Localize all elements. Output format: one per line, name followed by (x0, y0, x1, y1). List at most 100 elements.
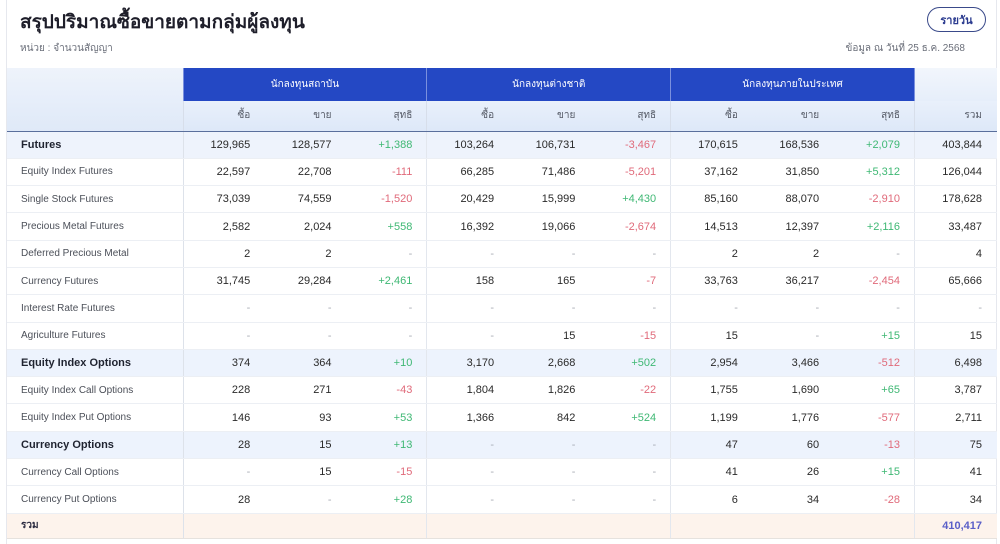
cell-local-buy: 6 (670, 485, 752, 514)
summary-empty-cell (589, 513, 671, 539)
cell-foreign-buy: 16,392 (426, 212, 509, 241)
table-row: Agriculture Futures - - - -15 -15 15- +15 15 (7, 322, 997, 350)
cell-institutional-net: +10 (345, 349, 427, 378)
cell-total: 41 (913, 458, 997, 487)
cell-foreign-buy: - (426, 458, 509, 487)
col-local-buy: ซื้อ (670, 101, 752, 132)
cell-foreign-net: -22 (589, 376, 671, 405)
summary-row: รวม 410,417 (7, 513, 997, 539)
cell-local-sell: 12,397 (751, 212, 834, 241)
cell-foreign-buy: - (426, 240, 509, 268)
cell-institutional-net: +1,388 (345, 131, 427, 159)
cell-local-sell: 36,217 (751, 267, 834, 296)
cell-local-net: +15 (833, 322, 915, 350)
cell-foreign-sell: 2,668 (508, 349, 590, 378)
col-foreign-net: สุทธิ (589, 101, 671, 132)
cell-foreign-sell: - (508, 431, 590, 460)
summary-label: รวม (7, 513, 184, 539)
cell-foreign-buy: 158 (426, 267, 509, 296)
cell-local-net: - (833, 294, 915, 323)
cell-institutional-sell: 15 (264, 458, 346, 487)
cell-institutional-net: - (345, 322, 427, 350)
cell-local-net: +65 (833, 376, 915, 405)
group-header-institutional: นักลงทุนสถาบัน (182, 68, 428, 101)
cell-institutional-sell: 15 (264, 431, 346, 460)
cell-local-sell: 2 (751, 240, 834, 268)
cell-institutional-net: -15 (345, 458, 427, 487)
cell-foreign-buy: - (426, 322, 509, 350)
cell-local-buy: 33,763 (670, 267, 752, 296)
cell-total: 65,666 (913, 267, 997, 296)
cell-institutional-sell: 2 (264, 240, 346, 268)
cell-foreign-sell: 1,826 (508, 376, 590, 405)
col-foreign-sell: ขาย (508, 101, 590, 132)
cell-foreign-buy: 1,366 (426, 403, 509, 432)
cell-local-buy: 15 (670, 322, 752, 350)
cell-local-sell: 1,776 (751, 403, 834, 432)
summary-empty-cell (264, 513, 346, 539)
cell-institutional-net: - (345, 294, 427, 323)
cell-foreign-net: - (589, 431, 671, 460)
cell-institutional-buy: 31,745 (182, 267, 265, 296)
cell-foreign-net: -15 (589, 322, 671, 350)
cell-foreign-net: - (589, 294, 671, 323)
cell-local-sell: 34 (751, 485, 834, 514)
row-label: Futures (7, 131, 184, 159)
cell-total: 4 (913, 240, 997, 268)
row-label: Currency Call Options (7, 458, 184, 487)
cell-institutional-buy: 129,965 (182, 131, 265, 159)
as-of-date: ข้อมูล ณ วันที่ 25 ธ.ค. 2568 (845, 43, 966, 54)
grand-total: 410,417 (913, 513, 997, 539)
cell-total: 75 (913, 431, 997, 460)
cell-local-buy: 2 (670, 240, 752, 268)
cell-local-net: -2,910 (833, 185, 915, 214)
cell-local-sell: - (751, 294, 834, 323)
cell-foreign-net: -2,674 (589, 212, 671, 241)
cell-foreign-sell: 71,486 (508, 158, 590, 187)
cell-local-sell: 31,850 (751, 158, 834, 187)
row-label: Equity Index Put Options (7, 403, 184, 432)
col-inst-buy: ซื้อ (182, 101, 265, 132)
cell-foreign-sell: - (508, 485, 590, 514)
cell-foreign-sell: 15 (508, 322, 590, 350)
cell-institutional-net: -1,520 (345, 185, 427, 214)
cell-institutional-sell: 2,024 (264, 212, 346, 241)
cell-foreign-buy: - (426, 485, 509, 514)
cell-institutional-sell: 22,708 (264, 158, 346, 187)
cell-institutional-buy: 28 (182, 431, 265, 460)
cell-institutional-sell: 29,284 (264, 267, 346, 296)
summary-empty-cell (345, 513, 427, 539)
cell-local-net: +5,312 (833, 158, 915, 187)
group-header-foreign: นักลงทุนต่างชาติ (426, 68, 672, 101)
cell-local-net: +2,116 (833, 212, 915, 241)
investor-summary-card: สรุปปริมาณซื้อขายตามกลุ่มผู้ลงทุน หน่วย … (6, 0, 997, 544)
cell-institutional-sell: - (264, 322, 346, 350)
row-label: Currency Put Options (7, 485, 184, 514)
cell-local-sell: 1,690 (751, 376, 834, 405)
investor-volume-table: นักลงทุนสถาบัน นักลงทุนต่างชาติ นักลงทุน… (7, 68, 997, 539)
cell-institutional-net: - (345, 240, 427, 268)
row-label: Precious Metal Futures (7, 212, 184, 241)
period-daily-button[interactable]: รายวัน (927, 7, 986, 32)
cell-foreign-sell: 15,999 (508, 185, 590, 214)
cell-local-net: -13 (833, 431, 915, 460)
col-foreign-buy: ซื้อ (426, 101, 509, 132)
cell-institutional-net: +2,461 (345, 267, 427, 296)
table-row: Currency Call Options -15 -15- - -41 26 +15 41 (7, 458, 997, 487)
cell-foreign-sell: - (508, 294, 590, 323)
cell-foreign-sell: 165 (508, 267, 590, 296)
cell-institutional-buy: 2,582 (182, 212, 265, 241)
cell-foreign-net: - (589, 240, 671, 268)
cell-institutional-sell: - (264, 485, 346, 514)
cell-foreign-sell: 106,731 (508, 131, 590, 159)
cell-foreign-sell: 842 (508, 403, 590, 432)
cell-local-buy: 85,160 (670, 185, 752, 214)
cell-institutional-net: +53 (345, 403, 427, 432)
row-label: Deferred Precious Metal (7, 240, 184, 268)
summary-empty-cell (182, 513, 265, 539)
col-local-sell: ขาย (751, 101, 834, 132)
row-label: Equity Index Futures (7, 158, 184, 187)
cell-institutional-buy: 22,597 (182, 158, 265, 187)
cell-local-buy: 1,199 (670, 403, 752, 432)
cell-total: - (913, 294, 997, 323)
